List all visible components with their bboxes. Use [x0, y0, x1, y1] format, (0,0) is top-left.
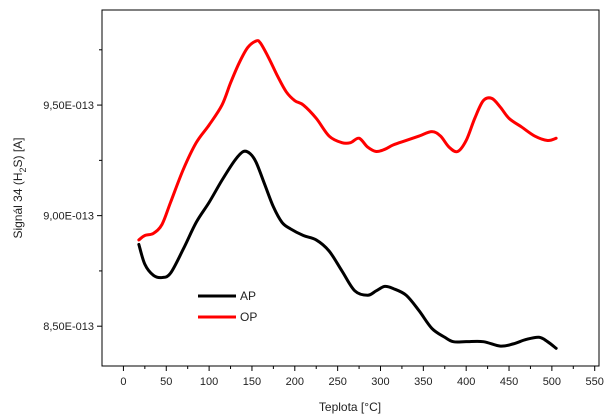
- y-tick-label: 8,50E-013: [43, 321, 94, 333]
- series-line-op: [137, 39, 558, 242]
- plot-frame: [101, 9, 600, 367]
- y-axis-title-subscript: 2: [18, 167, 28, 172]
- x-tick-label: 450: [500, 376, 518, 388]
- legend-label-op: OP: [240, 310, 257, 324]
- x-tick-label: 250: [328, 376, 346, 388]
- x-tick-label: 400: [457, 376, 475, 388]
- legend-label-ap: AP: [240, 289, 256, 303]
- x-tick-label: 350: [414, 376, 432, 388]
- x-tick-label: 550: [586, 376, 604, 388]
- x-tick-label: 300: [371, 376, 389, 388]
- y-axis-title-tail: S) [A]: [11, 137, 25, 167]
- x-tick-label: 200: [286, 376, 304, 388]
- y-axis: 8,50E-013 9,00E-013 9,50E-013: [43, 49, 102, 333]
- x-tick-label: 50: [160, 376, 172, 388]
- y-axis-title: Signál 34 (H2S) [A]: [11, 137, 28, 238]
- x-tick-label: 500: [543, 376, 561, 388]
- legend: AP OP: [198, 289, 257, 324]
- y-axis-title-main: Signál 34 (H: [11, 172, 25, 238]
- series-line-ap: [137, 149, 558, 350]
- x-axis: 0 50 100 150 200 250 300 350 400 450 500 550: [120, 366, 604, 388]
- x-tick-label: 100: [200, 376, 218, 388]
- y-tick-label: 9,00E-013: [43, 211, 94, 223]
- x-tick-label: 150: [243, 376, 261, 388]
- series-layer: [137, 39, 558, 350]
- y-tick-label: 9,50E-013: [43, 100, 94, 112]
- x-axis-title: Teplota [°C]: [319, 400, 381, 414]
- x-tick-label: 0: [120, 376, 126, 388]
